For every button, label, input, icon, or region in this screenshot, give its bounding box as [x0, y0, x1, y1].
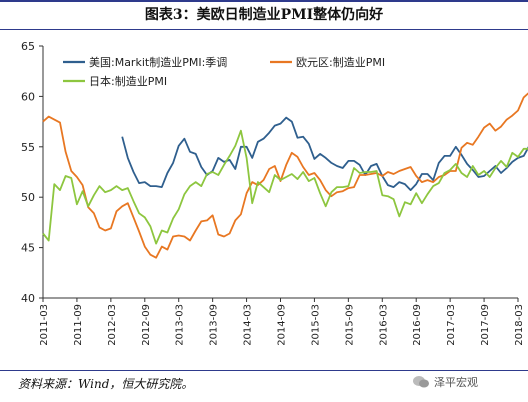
x-tick-label: 2014-09: [277, 304, 288, 346]
source-note: 资料来源：Wind，恒大研究院。: [18, 377, 194, 391]
chart-title: 图表3：美欧日制造业PMI整体仍向好: [144, 7, 384, 23]
line-chart: 40 45 50 55 60 65 2011-03 2011-09 2012-03 2012-09…: [21, 40, 528, 346]
x-tick-label: 2013-03: [175, 304, 186, 346]
x-tick-label: 2017-03: [446, 304, 457, 346]
series-line-3: [42, 129, 528, 245]
x-tick-label: 2013-09: [209, 304, 220, 346]
x-tick-label: 2011-09: [73, 304, 84, 346]
x-tick-label: 2014-03: [243, 304, 254, 346]
watermark-text: 泽平宏观: [434, 376, 478, 389]
x-tick-label: 2016-03: [378, 304, 389, 346]
x-tick-label: 2012-03: [107, 304, 118, 346]
title-bar: 图表3：美欧日制造业PMI整体仍向好: [0, 0, 528, 30]
y-tick-label: 45: [21, 242, 35, 255]
legend-label-3: 日本:制造业PMI: [89, 74, 167, 88]
x-tick-label: 2015-09: [344, 304, 355, 346]
watermark: 泽平宏观: [412, 373, 478, 391]
y-tick-label: 50: [21, 191, 35, 204]
y-tick-label: 55: [21, 141, 35, 154]
series-line-2: [42, 92, 528, 259]
series-line-1: [121, 116, 528, 192]
wechat-icon: [413, 376, 429, 388]
x-tick-label: 2015-03: [310, 304, 321, 346]
y-tick-label: 60: [21, 90, 35, 103]
x-tick-label: 2018-03: [514, 304, 525, 346]
legend-label-2: 欧元区:制造业PMI: [296, 55, 385, 69]
x-tick-label: 2011-03: [39, 304, 50, 346]
x-tick-label: 2012-09: [141, 304, 152, 346]
x-tick-label: 2017-09: [480, 304, 491, 346]
x-tick-label: 2016-09: [412, 304, 423, 346]
y-tick-label: 40: [21, 292, 35, 305]
divider: [0, 370, 528, 371]
legend-label-1: 美国:Markit制造业PMI:季调: [89, 55, 227, 69]
y-tick-label: 65: [21, 40, 35, 53]
